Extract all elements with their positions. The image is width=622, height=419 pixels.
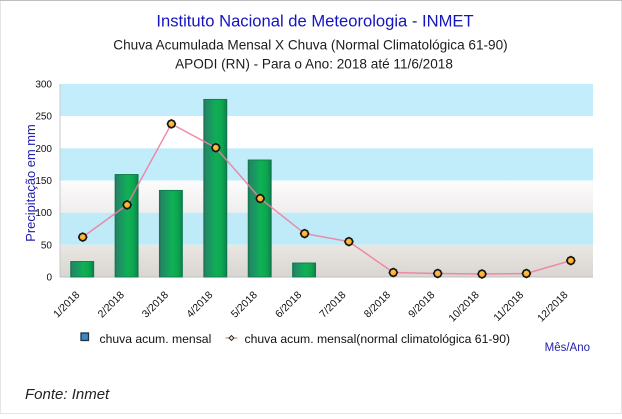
svg-text:12/2018: 12/2018 <box>535 289 570 324</box>
svg-text:5/2018: 5/2018 <box>229 289 260 320</box>
svg-text:chuva acum. mensal: chuva acum. mensal <box>100 332 212 346</box>
svg-text:10/2018: 10/2018 <box>446 289 481 324</box>
svg-text:Instituto Nacional de Meteorol: Instituto Nacional de Meteorologia - INM… <box>156 12 473 31</box>
svg-text:0: 0 <box>46 273 52 284</box>
svg-text:150: 150 <box>35 176 52 187</box>
svg-text:1/2018: 1/2018 <box>51 289 82 320</box>
svg-text:300: 300 <box>35 80 52 91</box>
svg-text:4/2018: 4/2018 <box>184 289 215 320</box>
svg-text:Precipitação em mm: Precipitação em mm <box>23 124 38 241</box>
svg-text:Fonte: Inmet: Fonte: Inmet <box>25 386 110 403</box>
svg-text:8/2018: 8/2018 <box>362 289 393 320</box>
svg-text:11/2018: 11/2018 <box>491 289 526 324</box>
svg-text:50: 50 <box>41 240 53 251</box>
svg-text:3/2018: 3/2018 <box>140 289 171 320</box>
svg-text:chuva acum. mensal(normal clim: chuva acum. mensal(normal climatológica … <box>245 332 511 346</box>
svg-text:6/2018: 6/2018 <box>273 289 304 320</box>
svg-text:100: 100 <box>35 208 52 219</box>
svg-text:APODI (RN) - Para o Ano: 2018: APODI (RN) - Para o Ano: 2018 até 11/6/2… <box>175 56 453 71</box>
svg-text:9/2018: 9/2018 <box>406 289 437 320</box>
svg-text:250: 250 <box>35 112 52 123</box>
svg-text:Mês/Ano: Mês/Ano <box>545 342 590 354</box>
svg-text:7/2018: 7/2018 <box>317 289 348 320</box>
svg-text:Chuva Acumulada Mensal X Chuva: Chuva Acumulada Mensal X Chuva (Normal C… <box>113 38 507 53</box>
svg-text:2/2018: 2/2018 <box>96 289 127 320</box>
svg-text:200: 200 <box>35 144 52 155</box>
